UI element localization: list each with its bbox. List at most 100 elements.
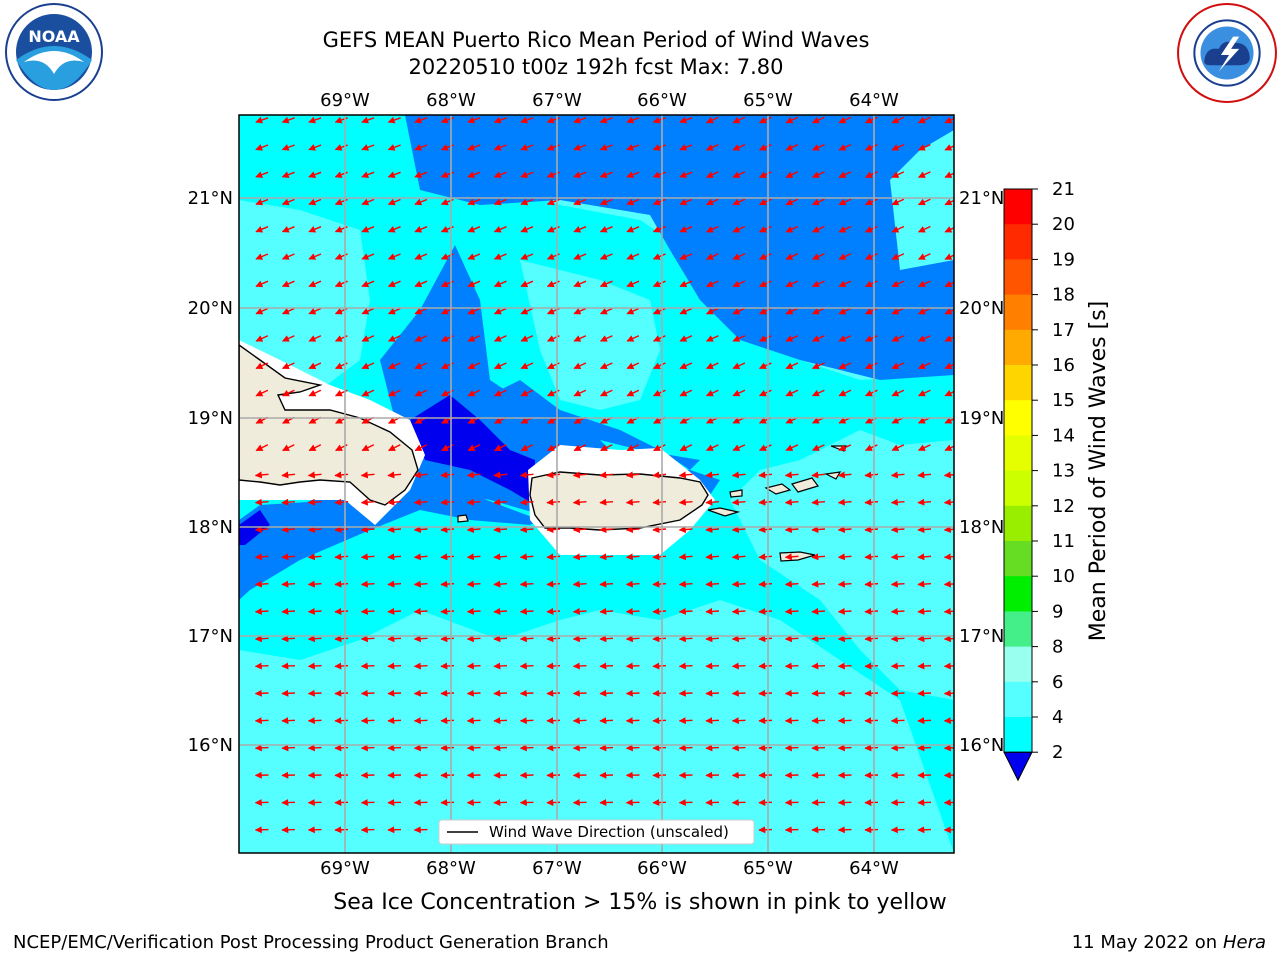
wind-wave-arrow <box>361 444 375 452</box>
wind-wave-arrow <box>599 717 614 725</box>
wind-wave-arrow <box>917 253 931 260</box>
wind-wave-arrow <box>890 689 905 697</box>
wind-wave-arrow <box>493 226 507 233</box>
wind-wave-arrow <box>917 389 931 397</box>
wind-wave-arrow <box>811 280 825 288</box>
wind-wave-arrow <box>520 389 534 397</box>
wind-wave-arrow <box>811 389 825 397</box>
wind-wave-arrow <box>678 607 693 615</box>
wind-wave-arrow <box>334 744 349 752</box>
wind-wave-arrow <box>625 471 640 479</box>
wind-wave-arrow <box>281 335 295 342</box>
wind-wave-arrow <box>732 171 746 178</box>
wind-wave-arrow <box>254 471 269 479</box>
wind-wave-arrow <box>546 717 561 725</box>
chart-subtitle: 20220510 t00z 192h fcst Max: 7.80 <box>408 55 784 79</box>
wind-wave-arrow <box>440 607 455 615</box>
colorbar-segment <box>1004 541 1032 577</box>
wind-wave-arrow <box>440 744 455 752</box>
wind-wave-arrow <box>334 662 349 670</box>
wind-wave-arrow <box>864 498 879 506</box>
wind-wave-arrow <box>864 471 879 479</box>
wind-wave-arrow <box>784 526 799 534</box>
wind-wave-arrow <box>838 280 852 288</box>
wind-wave-arrow <box>626 444 640 452</box>
wind-wave-arrow <box>811 143 825 151</box>
lon-label: 64°W <box>849 858 899 879</box>
wind-wave-arrow <box>360 717 375 725</box>
wind-wave-arrow <box>943 635 954 643</box>
wind-wave-arrow <box>891 335 905 342</box>
wind-wave-arrow <box>678 744 693 752</box>
wind-wave-arrow <box>572 553 587 561</box>
wind-wave-arrow <box>360 689 375 697</box>
wind-wave-arrow <box>466 744 481 752</box>
wind-wave-arrow <box>732 116 746 124</box>
wind-wave-arrow <box>625 662 640 670</box>
colorbar-tick-label: 8 <box>1052 637 1063 658</box>
wind-wave-arrow <box>387 362 401 370</box>
wind-wave-arrow <box>758 280 772 288</box>
colorbar-tick-label: 10 <box>1052 566 1075 587</box>
wind-wave-arrow <box>784 607 799 615</box>
wind-wave-arrow <box>361 198 375 206</box>
wind-wave-arrow <box>334 553 349 561</box>
wind-wave-arrow <box>493 607 508 615</box>
wind-wave-arrow <box>493 144 507 151</box>
colorbar-tick-label: 6 <box>1052 672 1063 693</box>
wind-wave-arrow <box>811 635 826 643</box>
wind-wave-arrow <box>387 198 401 206</box>
lat-label: 19°N <box>188 408 233 429</box>
wind-wave-arrow <box>943 689 954 697</box>
wind-wave-arrow <box>891 444 905 451</box>
wind-wave-arrow <box>572 689 587 697</box>
wind-wave-arrow <box>811 307 825 315</box>
wind-wave-arrow <box>281 171 295 178</box>
wind-wave-arrow <box>467 226 481 233</box>
colorbar-segment <box>1004 470 1032 507</box>
wind-wave-arrow <box>944 171 954 178</box>
wind-wave-arrow <box>467 444 481 452</box>
wind-wave-arrow <box>705 225 719 233</box>
wind-wave-arrow <box>625 553 640 561</box>
wind-wave-arrow <box>758 171 772 178</box>
wind-wave-arrow <box>493 335 507 342</box>
lat-labels-left: 21°N 20°N 19°N 18°N 17°N 16°N <box>188 188 233 756</box>
wind-wave-arrow <box>599 171 613 178</box>
wind-wave-arrow <box>573 253 587 260</box>
wind-wave-arrow <box>387 335 401 342</box>
wind-wave-arrow <box>572 717 587 725</box>
map-panel <box>239 115 954 853</box>
period-6-8-region <box>520 260 660 410</box>
wind-wave-arrow <box>387 526 402 534</box>
wind-wave-arrow <box>679 198 693 206</box>
wind-wave-arrow <box>652 307 666 315</box>
wind-wave-arrow <box>493 471 508 479</box>
wind-wave-arrow <box>838 171 852 178</box>
wind-wave-arrow <box>811 116 825 124</box>
wind-wave-arrow <box>334 717 349 725</box>
wind-wave-arrow <box>837 662 852 670</box>
wind-wave-arrow <box>626 307 640 315</box>
wind-wave-arrow <box>944 144 954 151</box>
wind-wave-arrow <box>891 362 905 370</box>
wind-wave-arrow <box>440 662 455 670</box>
wind-wave-arrow <box>758 225 772 233</box>
wind-wave-arrow <box>944 226 954 233</box>
wind-wave-arrow <box>917 717 932 725</box>
wind-wave-arrow <box>705 689 720 697</box>
period-6-8-region <box>239 200 370 390</box>
wind-wave-arrow <box>255 171 269 178</box>
wind-wave-arrow <box>943 553 954 561</box>
lon-label: 66°W <box>637 90 687 111</box>
wind-wave-arrow <box>890 717 905 725</box>
wind-wave-arrow <box>705 444 719 451</box>
wind-wave-arrow <box>546 471 561 479</box>
wind-wave-arrow <box>413 607 428 615</box>
wind-wave-arrow <box>917 689 932 697</box>
wind-wave-arrow <box>360 744 375 752</box>
wind-wave-arrow <box>731 744 746 752</box>
wind-wave-arrow <box>732 444 746 451</box>
colorbar-segment <box>1004 259 1032 296</box>
wind-wave-arrow <box>546 744 561 752</box>
